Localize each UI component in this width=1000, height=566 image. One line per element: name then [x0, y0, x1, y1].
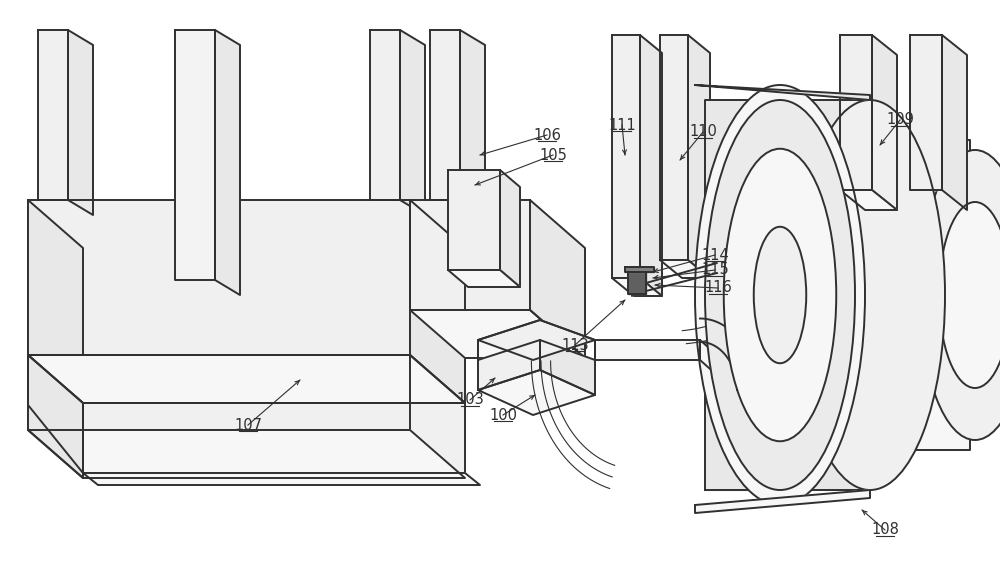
Polygon shape	[478, 340, 540, 390]
Polygon shape	[175, 30, 215, 280]
Text: 111: 111	[608, 118, 636, 132]
Polygon shape	[628, 272, 646, 294]
Polygon shape	[83, 403, 465, 473]
Text: 110: 110	[689, 125, 717, 139]
Ellipse shape	[920, 150, 1000, 440]
Polygon shape	[28, 355, 83, 473]
Polygon shape	[28, 200, 410, 355]
Polygon shape	[460, 30, 485, 215]
Polygon shape	[430, 30, 460, 200]
Polygon shape	[28, 200, 83, 403]
Polygon shape	[28, 355, 83, 478]
Text: 106: 106	[533, 127, 561, 143]
Polygon shape	[400, 30, 425, 215]
Polygon shape	[595, 340, 700, 360]
Text: 114: 114	[701, 247, 729, 263]
Polygon shape	[370, 30, 400, 200]
Polygon shape	[478, 320, 595, 360]
Polygon shape	[872, 35, 897, 210]
Polygon shape	[28, 355, 465, 403]
Polygon shape	[28, 355, 410, 430]
Text: 108: 108	[871, 522, 899, 538]
Polygon shape	[688, 35, 710, 278]
Polygon shape	[38, 30, 68, 200]
Ellipse shape	[705, 100, 855, 490]
Text: 107: 107	[234, 418, 262, 432]
Polygon shape	[910, 35, 942, 190]
Polygon shape	[83, 473, 480, 485]
Polygon shape	[410, 200, 465, 403]
Text: 100: 100	[489, 408, 517, 422]
Text: 109: 109	[886, 113, 914, 127]
Polygon shape	[215, 30, 240, 295]
Polygon shape	[28, 355, 465, 403]
Text: 103: 103	[456, 392, 484, 408]
Polygon shape	[865, 140, 970, 450]
Polygon shape	[840, 190, 897, 210]
Polygon shape	[840, 35, 872, 190]
Text: 113: 113	[561, 337, 589, 353]
Text: 116: 116	[704, 281, 732, 295]
Polygon shape	[625, 267, 654, 272]
Ellipse shape	[939, 202, 1000, 388]
Polygon shape	[530, 200, 585, 358]
Polygon shape	[695, 85, 870, 100]
Polygon shape	[612, 278, 662, 296]
Text: 105: 105	[539, 148, 567, 162]
Ellipse shape	[724, 149, 836, 441]
Polygon shape	[612, 35, 640, 278]
Polygon shape	[28, 430, 465, 478]
Polygon shape	[448, 270, 520, 287]
Ellipse shape	[795, 100, 945, 490]
Polygon shape	[705, 100, 870, 490]
Polygon shape	[448, 170, 500, 270]
Polygon shape	[410, 310, 585, 358]
Polygon shape	[660, 260, 710, 278]
Polygon shape	[68, 30, 93, 215]
Polygon shape	[700, 340, 727, 384]
Ellipse shape	[754, 227, 806, 363]
Polygon shape	[640, 35, 662, 296]
Ellipse shape	[695, 85, 865, 505]
Polygon shape	[478, 370, 595, 415]
Polygon shape	[540, 340, 595, 395]
Text: 115: 115	[701, 263, 729, 277]
Polygon shape	[695, 490, 870, 513]
Polygon shape	[500, 170, 520, 287]
Polygon shape	[660, 35, 688, 260]
Polygon shape	[410, 200, 530, 310]
Polygon shape	[942, 35, 967, 210]
